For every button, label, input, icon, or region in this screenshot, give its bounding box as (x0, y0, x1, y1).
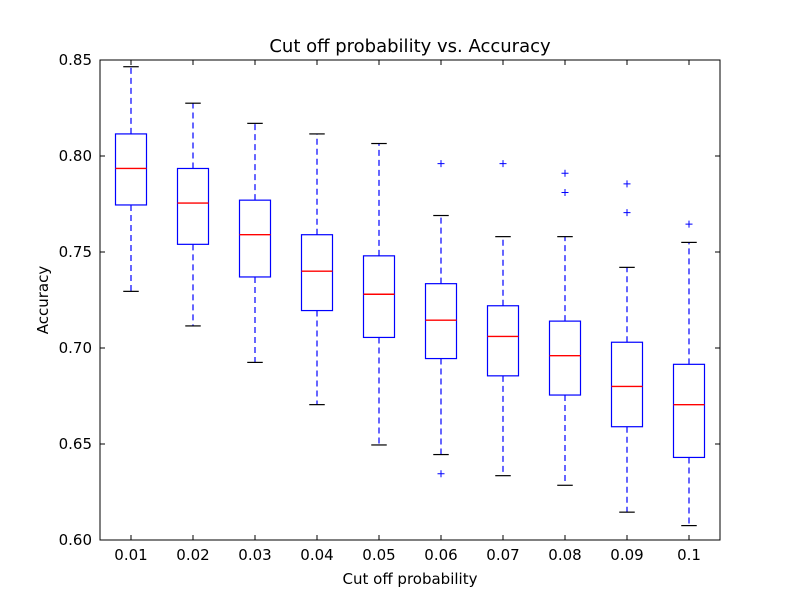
x-tick-label: 0.04 (300, 546, 333, 564)
outlier-point (437, 470, 445, 478)
x-tick-label: 0.01 (114, 546, 147, 564)
box-iqr (424, 283, 458, 360)
outlier-point (437, 160, 445, 168)
chart-title: Cut off probability vs. Accuracy (269, 36, 551, 57)
y-axis-label: Accuracy (34, 266, 52, 335)
box-iqr (486, 305, 520, 377)
outlier-point (623, 209, 631, 217)
outlier-point (685, 220, 693, 228)
box-iqr (548, 320, 582, 396)
x-axis-label: Cut off probability (343, 570, 478, 588)
y-tick-label: 0.70 (59, 339, 92, 357)
y-tick-label: 0.85 (59, 51, 92, 69)
y-tick-label: 0.80 (59, 147, 92, 165)
axes-frame (99, 59, 721, 541)
box-iqr (362, 255, 396, 339)
y-tick-label: 0.65 (59, 435, 92, 453)
y-tick-label: 0.60 (59, 531, 92, 549)
box-iqr (672, 363, 706, 459)
x-tick-label: 0.06 (424, 546, 457, 564)
x-tick-label: 0.02 (176, 546, 209, 564)
outlier-point (499, 160, 507, 168)
box-iqr (238, 199, 272, 278)
x-tick-label: 0.1 (677, 546, 701, 564)
box-iqr (300, 234, 334, 312)
box-iqr (176, 167, 210, 245)
y-tick-label: 0.75 (59, 243, 92, 261)
box-iqr (114, 133, 148, 206)
x-tick-label: 0.05 (362, 546, 395, 564)
x-tick-label: 0.03 (238, 546, 271, 564)
box-iqr (610, 341, 644, 428)
outlier-point (623, 180, 631, 188)
x-tick-label: 0.07 (486, 546, 519, 564)
outlier-point (561, 169, 569, 177)
x-tick-label: 0.09 (610, 546, 643, 564)
outlier-point (561, 188, 569, 196)
x-tick-label: 0.08 (548, 546, 581, 564)
plot-area: 0.60 0.65 0.70 0.75 0.80 0.85 0.01 0.02 0.03 0.04… (59, 51, 721, 564)
